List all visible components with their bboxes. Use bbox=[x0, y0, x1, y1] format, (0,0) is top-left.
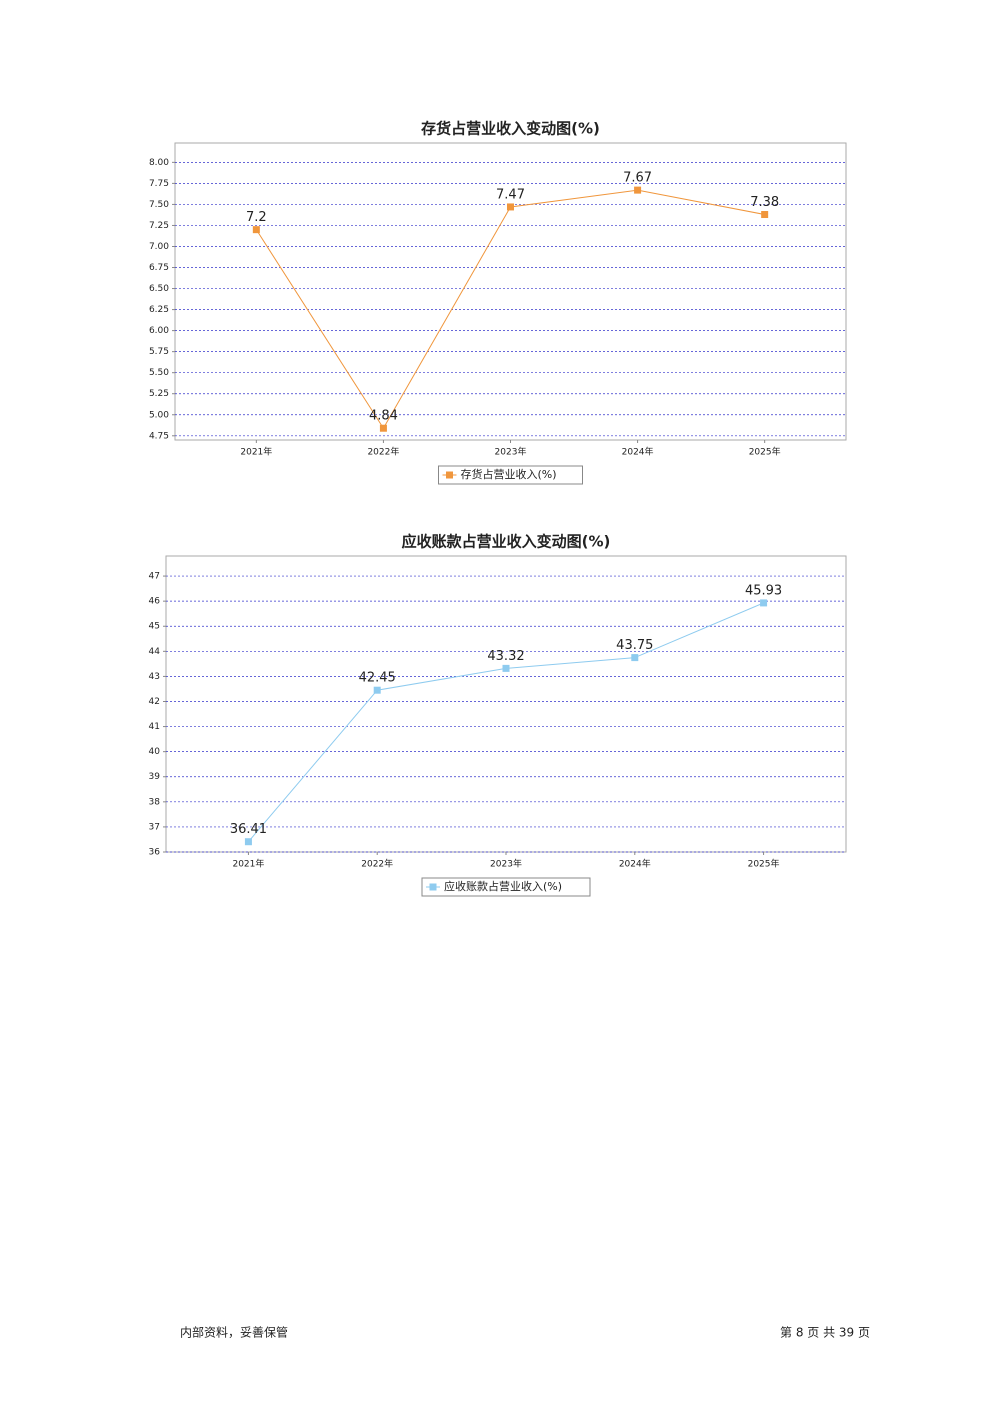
x-tick-label: 2023年 bbox=[495, 446, 527, 458]
x-tick-label: 2025年 bbox=[749, 446, 781, 458]
x-tick-label: 2023年 bbox=[490, 858, 522, 870]
point bbox=[379, 424, 387, 432]
data-label: 7.67 bbox=[623, 171, 652, 186]
x-tick-label: 2022年 bbox=[367, 446, 399, 458]
y-tick-label: 4.75 bbox=[149, 431, 169, 441]
data-label: 7.47 bbox=[496, 187, 525, 202]
x-tick-label: 2024年 bbox=[622, 446, 654, 458]
y-tick-label: 37 bbox=[149, 822, 160, 832]
x-tick-label: 2021年 bbox=[240, 446, 272, 458]
data-label: 36.41 bbox=[230, 822, 267, 837]
y-tick-label: 7.25 bbox=[149, 221, 169, 231]
point bbox=[631, 654, 639, 662]
point bbox=[502, 664, 510, 672]
footer-left: 内部资料，妥善保管 bbox=[180, 1325, 288, 1340]
data-label: 4.84 bbox=[369, 409, 398, 424]
y-tick-label: 40 bbox=[149, 747, 161, 757]
x-tick-label: 2025年 bbox=[748, 858, 780, 870]
y-tick-label: 41 bbox=[149, 722, 160, 732]
y-tick-label: 44 bbox=[149, 647, 161, 657]
y-tick-label: 5.25 bbox=[149, 389, 169, 399]
point bbox=[244, 838, 252, 846]
chart-title: 存货占营业收入变动图(%) bbox=[421, 120, 600, 138]
point bbox=[634, 186, 642, 194]
y-tick-label: 5.75 bbox=[149, 347, 169, 357]
point bbox=[761, 211, 769, 219]
data-label: 45.93 bbox=[745, 583, 782, 598]
data-label: 43.75 bbox=[616, 638, 653, 653]
y-tick-label: 36 bbox=[149, 848, 161, 858]
data-label: 7.2 bbox=[246, 210, 267, 225]
y-tick-label: 43 bbox=[149, 672, 160, 682]
y-tick-label: 45 bbox=[149, 622, 160, 632]
point bbox=[373, 686, 381, 694]
data-label: 42.45 bbox=[359, 671, 396, 686]
plot-area bbox=[174, 142, 847, 441]
y-tick-label: 6.75 bbox=[149, 263, 169, 273]
data-label: 7.38 bbox=[750, 195, 779, 210]
footer-right: 第 8 页 共 39 页 bbox=[780, 1326, 870, 1340]
y-tick-label: 47 bbox=[149, 572, 160, 582]
x-tick-label: 2024年 bbox=[619, 858, 651, 870]
point bbox=[252, 226, 260, 234]
plot-area bbox=[165, 555, 847, 853]
y-tick-label: 7.50 bbox=[149, 200, 169, 210]
x-tick-label: 2022年 bbox=[361, 858, 393, 870]
legend-box bbox=[421, 877, 591, 897]
y-tick-label: 38 bbox=[149, 797, 161, 807]
legend-marker bbox=[429, 883, 437, 891]
y-tick-label: 7.00 bbox=[149, 242, 169, 252]
y-tick-label: 6.50 bbox=[149, 284, 169, 294]
legend-label: 应收账款占营业收入(%) bbox=[444, 879, 562, 893]
point bbox=[507, 203, 514, 211]
y-tick-label: 6.00 bbox=[149, 326, 169, 336]
y-tick-label: 7.75 bbox=[149, 179, 169, 189]
y-tick-label: 5.50 bbox=[149, 368, 169, 378]
legend-box bbox=[438, 465, 583, 485]
y-tick-label: 46 bbox=[149, 597, 161, 607]
legend-label: 存货占营业收入(%) bbox=[461, 467, 557, 481]
data-label: 43.32 bbox=[487, 649, 524, 664]
legend-marker bbox=[446, 471, 453, 479]
point bbox=[760, 599, 768, 607]
y-tick-label: 6.25 bbox=[149, 305, 169, 315]
y-tick-label: 8.00 bbox=[149, 158, 169, 168]
y-tick-label: 39 bbox=[149, 772, 161, 782]
y-tick-label: 5.00 bbox=[149, 410, 169, 420]
x-tick-label: 2021年 bbox=[232, 858, 264, 870]
y-tick-label: 42 bbox=[149, 697, 160, 707]
chart-title: 应收账款占营业收入变动图(%) bbox=[402, 533, 611, 551]
